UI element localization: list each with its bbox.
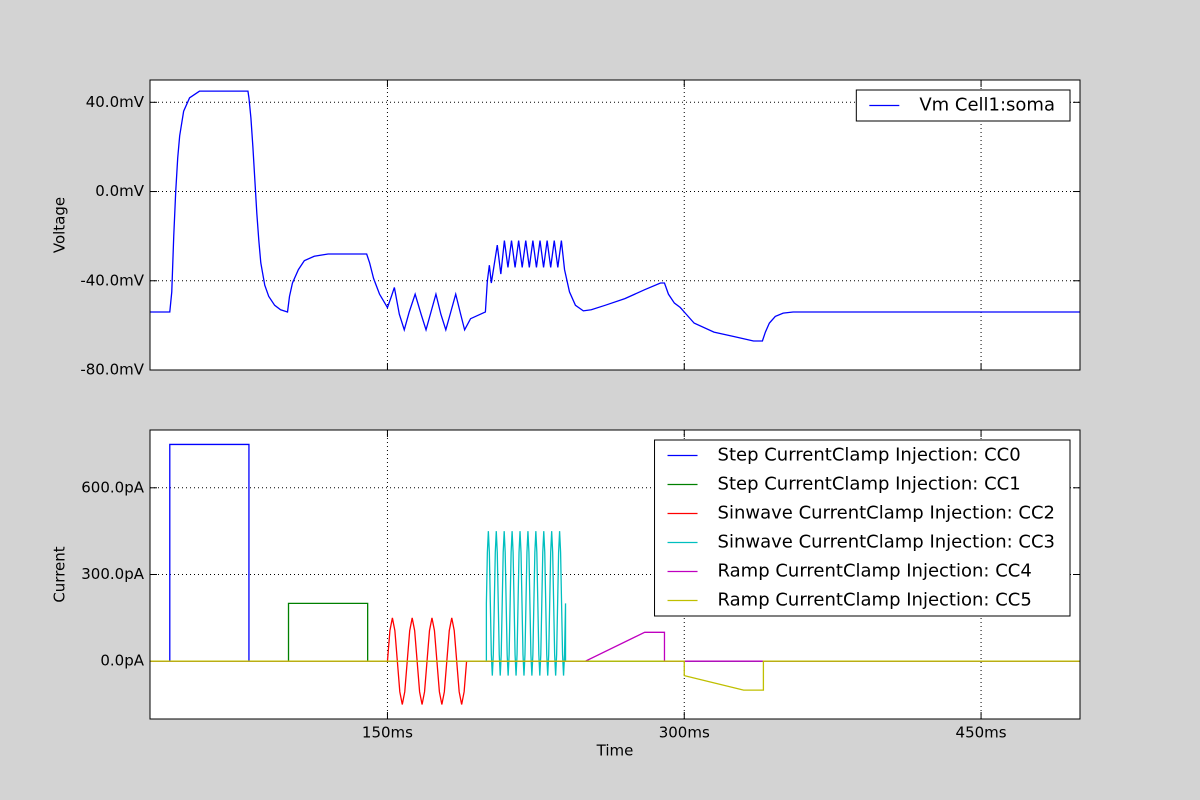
data-line xyxy=(150,90,1080,342)
legend-label: Ramp CurrentClamp Injection: CC5 xyxy=(718,590,1032,611)
legend-label: Step CurrentClamp Injection: CC1 xyxy=(718,474,1021,495)
legend: Step CurrentClamp Injection: CC0 Step Cur… xyxy=(654,439,1071,617)
axes-panel: 0.0pA 300.0pA 600.0pA 150ms 300ms 450ms Curren… xyxy=(51,429,1081,760)
legend-box xyxy=(654,439,1071,617)
y-tick-label: 300.0pA xyxy=(81,565,144,583)
y-axis-label: Voltage xyxy=(51,197,69,253)
axes-panel: -80.0mV -40.0mV 0.0mV 40.0mV Voltage Vm Cell1… xyxy=(51,79,1081,379)
data-line xyxy=(150,531,1080,676)
x-tick-label: 300ms xyxy=(659,724,710,742)
legend-label: Step CurrentClamp Injection: CC0 xyxy=(718,445,1021,466)
plot-area xyxy=(150,80,1080,370)
legend-label: Ramp CurrentClamp Injection: CC4 xyxy=(718,561,1032,582)
legend: Vm Cell1:soma xyxy=(855,89,1071,122)
y-tick-label: 40.0mV xyxy=(86,93,145,111)
legend-label: Sinwave CurrentClamp Injection: CC3 xyxy=(718,532,1055,553)
x-axis-label: Time xyxy=(596,742,634,760)
y-tick-label: -80.0mV xyxy=(80,361,144,379)
axes-frame xyxy=(149,79,1081,371)
y-tick-label: 600.0pA xyxy=(81,478,144,496)
legend-label: Vm Cell1:soma xyxy=(919,95,1055,116)
x-tick-label: 450ms xyxy=(956,724,1007,742)
y-tick-label: 0.0pA xyxy=(100,652,144,670)
axes-frame xyxy=(149,429,1081,720)
y-axis-label: Current xyxy=(51,546,69,602)
legend-label: Sinwave CurrentClamp Injection: CC2 xyxy=(718,503,1055,524)
y-tick-label: -40.0mV xyxy=(80,271,144,289)
y-tick-label: 0.0mV xyxy=(95,182,144,200)
x-tick-label: 150ms xyxy=(362,724,413,742)
data-line xyxy=(150,660,1080,691)
